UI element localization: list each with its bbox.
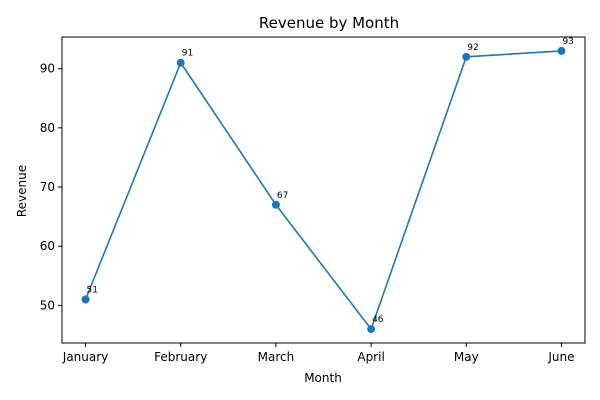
- x-axis-label: Month: [304, 371, 342, 385]
- y-tick-label: 90: [40, 62, 55, 76]
- x-tick-label: February: [154, 350, 207, 364]
- x-tick-label: April: [357, 350, 384, 364]
- data-label: 91: [182, 49, 193, 59]
- data-point: [462, 52, 471, 61]
- data-point: [557, 46, 566, 55]
- y-tick-label: 50: [40, 298, 55, 312]
- data-label: 51: [87, 285, 98, 295]
- y-tick-label: 60: [40, 239, 55, 253]
- data-point: [81, 295, 90, 304]
- data-label: 67: [277, 191, 288, 201]
- data-point: [176, 58, 185, 67]
- chart-title: Revenue by Month: [259, 14, 399, 32]
- data-label: 46: [372, 315, 384, 325]
- x-tick-label: March: [258, 350, 295, 364]
- y-tick-label: 80: [40, 121, 55, 135]
- plot-frame: [61, 36, 586, 344]
- plot-area: 50 60 70 80 90 January February March April May Ju…: [40, 36, 586, 364]
- series-line: [84, 50, 562, 331]
- x-tick-label: May: [454, 350, 479, 364]
- data-label: 92: [467, 43, 478, 53]
- x-tick-label: June: [547, 350, 574, 364]
- data-label: 93: [562, 37, 573, 47]
- y-tick-label: 70: [40, 180, 55, 194]
- data-point: [367, 325, 376, 334]
- y-axis-label: Revenue: [15, 165, 29, 217]
- x-tick-label: January: [62, 350, 109, 364]
- data-point: [271, 200, 280, 209]
